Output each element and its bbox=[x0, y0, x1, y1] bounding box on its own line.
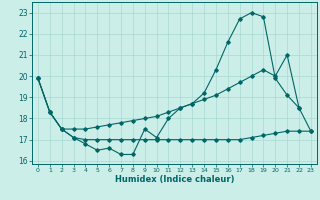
X-axis label: Humidex (Indice chaleur): Humidex (Indice chaleur) bbox=[115, 175, 234, 184]
